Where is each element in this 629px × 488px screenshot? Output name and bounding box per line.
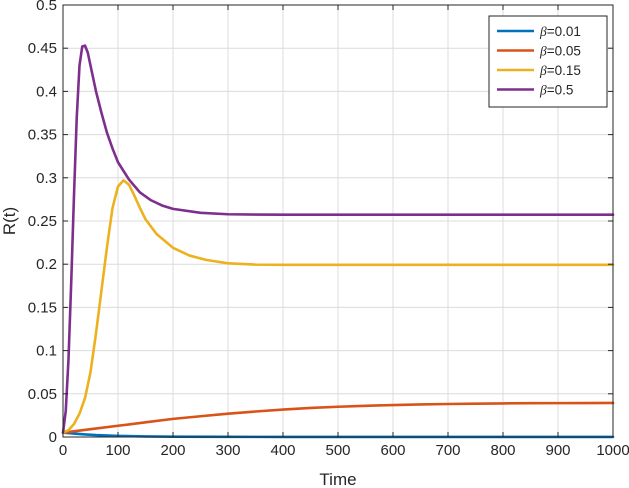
y-tick-label: 0.15: [28, 299, 57, 316]
x-tick-label: 500: [325, 442, 350, 459]
y-tick-label: 0.5: [36, 0, 57, 14]
legend-label: β=0.01: [539, 24, 581, 39]
series-line-3: [61, 44, 615, 434]
legend-label: β=0.05: [539, 44, 581, 59]
x-tick-label: 800: [490, 442, 515, 459]
x-tick-label: 100: [105, 442, 130, 459]
x-tick-label: 1000: [596, 442, 629, 459]
x-tick-label: 900: [545, 442, 570, 459]
y-axis-label: R(t): [0, 207, 19, 235]
y-tick-label: 0: [49, 429, 57, 446]
series-line-1: [61, 401, 615, 434]
x-tick-label: 700: [435, 442, 460, 459]
x-tick-label: 0: [59, 442, 67, 459]
series-line-2: [61, 179, 615, 434]
legend-label: β=0.5: [539, 83, 573, 98]
y-tick-label: 0.2: [36, 256, 57, 273]
legend-label: β=0.15: [539, 63, 581, 78]
x-tick-label: 600: [380, 442, 405, 459]
y-tick-label: 0.35: [28, 127, 57, 144]
x-tick-label: 200: [160, 442, 185, 459]
y-tick-label: 0.3: [36, 170, 57, 187]
x-tick-label: 400: [270, 442, 295, 459]
y-tick-label: 0.25: [28, 213, 57, 230]
legend: β=0.01 β=0.05 β=0.15 β=0.5: [488, 15, 608, 108]
y-tick-label: 0.45: [28, 40, 57, 57]
x-tick-label: 300: [215, 442, 240, 459]
y-tick-label: 0.05: [28, 386, 57, 403]
y-tick-label: 0.1: [36, 343, 57, 360]
x-axis-label: Time: [319, 470, 356, 488]
y-tick-label: 0.4: [36, 83, 57, 100]
ticks: 0 100 200 300 400 500 600 700 800 900 1000 0 0.05 0.1…: [28, 0, 629, 459]
